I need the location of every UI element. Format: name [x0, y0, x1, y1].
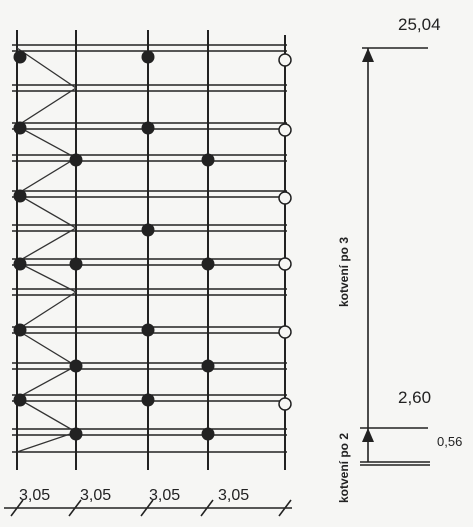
anchor-dot-filled: [69, 153, 83, 167]
mid-arrow-icon: [362, 428, 374, 442]
diagonal-bracing: [15, 47, 78, 453]
anchor-dot-filled: [141, 323, 155, 337]
anchor-dot-open: [278, 53, 292, 67]
anchor-dot-filled: [141, 50, 155, 64]
anchor-dot-filled: [13, 323, 27, 337]
anchor-points: [13, 50, 292, 441]
anchor-dot-filled: [201, 359, 215, 373]
anchor-dot-filled: [69, 359, 83, 373]
bay-dimension: [4, 499, 292, 517]
bay-width-2: 3,05: [80, 487, 111, 504]
anchor-dot-filled: [13, 393, 27, 407]
bay-tick-1: [10, 499, 24, 517]
scaffold-ledgers: [12, 44, 287, 453]
anchoring-lower-label: kotvení po 2: [337, 433, 351, 503]
anchor-dot-filled: [141, 121, 155, 135]
anchor-dot-filled: [141, 393, 155, 407]
anchor-dot-open: [278, 325, 292, 339]
bay-width-3: 3,05: [149, 487, 180, 504]
anchor-dot-open: [278, 397, 292, 411]
height-dimension: [360, 47, 430, 466]
bay-tick-2: [68, 499, 82, 517]
anchor-dot-filled: [201, 153, 215, 167]
elevation-mid-label: 2,60: [398, 388, 431, 407]
anchor-dot-filled: [13, 189, 27, 203]
anchor-dot-filled: [69, 427, 83, 441]
anchor-dot-filled: [13, 50, 27, 64]
anchor-dot-filled: [141, 223, 155, 237]
anchor-dot-open: [278, 191, 292, 205]
anchor-dot-filled: [13, 257, 27, 271]
bay-tick-5: [278, 499, 292, 517]
anchor-dot-filled: [201, 257, 215, 271]
top-arrow-icon: [362, 48, 374, 62]
anchor-dot-filled: [13, 121, 27, 135]
elevation-top-label: 25,04: [398, 15, 441, 34]
elevation-base-label: 0,56: [437, 434, 462, 449]
bay-tick-3: [140, 499, 154, 517]
anchor-dot-open: [278, 123, 292, 137]
anchoring-upper-label: kotvení po 3: [337, 237, 351, 307]
bay-width-4: 3,05: [218, 487, 249, 504]
bay-tick-4: [200, 499, 214, 517]
anchor-dot-filled: [69, 257, 83, 271]
bay-width-1: 3,05: [19, 487, 50, 504]
anchor-dot-open: [278, 257, 292, 271]
anchor-dot-filled: [201, 427, 215, 441]
